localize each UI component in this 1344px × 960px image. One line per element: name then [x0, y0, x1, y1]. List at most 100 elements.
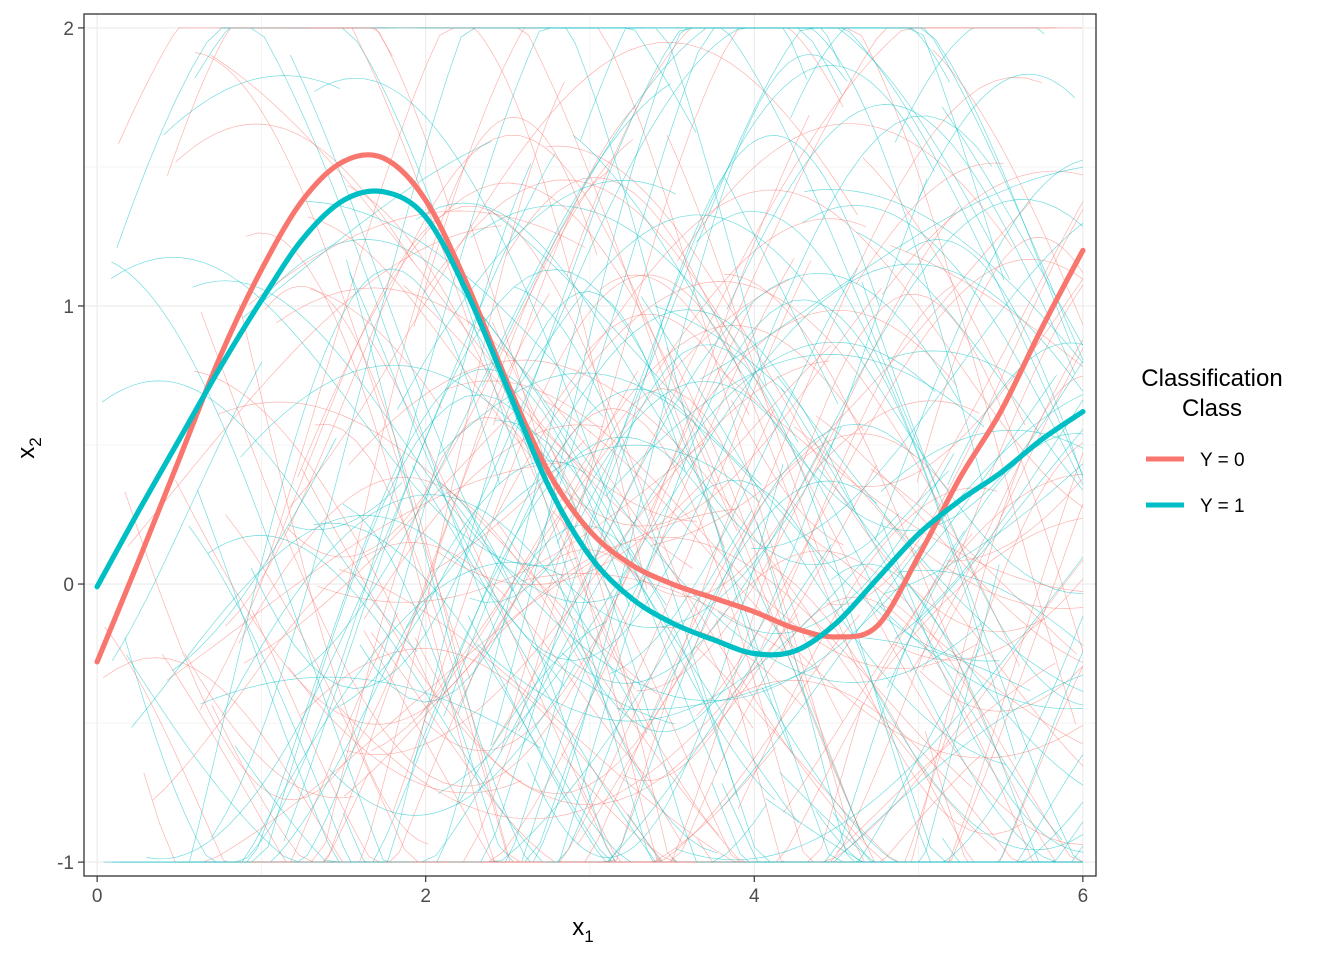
individual-curve [886, 350, 1018, 379]
individual-curve [804, 189, 1084, 363]
individual-curve [654, 305, 786, 393]
individual-curve [941, 106, 1084, 346]
individual-curve [166, 462, 566, 681]
individual-curve [583, 313, 750, 415]
individual-curve [820, 674, 1084, 863]
individual-curve [300, 648, 769, 863]
individual-curve [240, 364, 799, 824]
individual-curve [403, 285, 698, 522]
individual-curve [124, 170, 610, 801]
individual-curve [242, 141, 492, 319]
individual-curve [124, 163, 532, 863]
individual-curve [101, 380, 418, 652]
individual-curve [909, 339, 1084, 673]
individual-curve [420, 279, 790, 716]
individual-curve [347, 185, 720, 836]
individual-curve [802, 205, 1084, 486]
individual-curve [192, 368, 630, 863]
individual-curve [444, 380, 978, 670]
individual-curve [666, 134, 827, 572]
individual-curve [916, 237, 1084, 483]
individual-curve [307, 216, 882, 527]
individual-curve [922, 348, 1084, 671]
individual-curve [202, 508, 738, 863]
individual-curve [221, 494, 648, 734]
individual-curve [175, 123, 413, 262]
individual-curve [618, 260, 812, 712]
individual-curve [264, 285, 538, 863]
individual-curve [572, 134, 1084, 531]
individual-curve [527, 463, 784, 858]
mean-curve-class1 [94, 188, 1086, 658]
individual-curve [131, 515, 566, 728]
individual-curve [174, 370, 639, 725]
individual-curve [877, 517, 1083, 680]
individual-curve [194, 370, 439, 703]
individual-curve [916, 201, 1084, 503]
individual-curve [547, 299, 1017, 863]
individual-curve [301, 464, 877, 806]
individual-curve [449, 344, 1071, 863]
individual-curve [726, 104, 1076, 374]
y-axis-ticks: -1 0 1 2 [57, 19, 84, 874]
individual-curve [207, 535, 591, 863]
individual-curve [546, 145, 1045, 633]
individual-curve [171, 437, 337, 672]
individual-curve [637, 293, 1084, 863]
individual-curve [905, 239, 1084, 478]
individual-curve [504, 135, 880, 863]
individual-curve [430, 439, 585, 573]
individual-curve [751, 223, 1084, 549]
individual-curve [724, 177, 839, 405]
individual-curve [445, 374, 1057, 702]
individual-curve [423, 302, 753, 752]
individual-curve [200, 676, 542, 749]
individual-curve [696, 210, 1084, 863]
individual-curve [815, 415, 1084, 663]
individual-curve [876, 602, 1083, 710]
individual-curve [616, 665, 819, 710]
individual-curve [884, 463, 1084, 595]
individual-curve [817, 467, 1084, 786]
y-tick-label: 0 [63, 575, 74, 596]
individual-curve [856, 231, 1084, 491]
individual-curve [599, 274, 707, 332]
individual-curve [494, 420, 776, 800]
individual-curve [290, 55, 514, 592]
individual-curve [184, 653, 354, 799]
individual-curve [723, 273, 1083, 863]
individual-curve [814, 400, 980, 472]
individual-curve [836, 662, 1056, 853]
individual-curve [163, 75, 341, 136]
individual-curve [270, 460, 585, 863]
legend-label-class0: Y = 0 [1200, 450, 1245, 471]
individual-curve [195, 52, 472, 682]
individual-curve [946, 478, 1084, 562]
panel-border [83, 13, 1097, 877]
individual-curve [675, 557, 1084, 861]
individual-curve [346, 117, 598, 591]
x-axis-ticks: 0 2 4 6 [92, 876, 1088, 907]
individual-curve [491, 322, 829, 597]
individual-curve [781, 388, 1063, 841]
individual-curve [826, 209, 1084, 606]
individual-curve [307, 27, 470, 326]
individual-curve [371, 325, 864, 752]
individual-curve [345, 360, 830, 755]
individual-curve [651, 480, 877, 719]
individual-curve [526, 189, 1084, 508]
individual-curve [775, 27, 985, 489]
legend: Classification Class Y = 0 Y = 1 [1141, 365, 1282, 517]
individual-curve [947, 342, 1083, 485]
individual-curve [239, 304, 429, 845]
individual-curve [423, 179, 1083, 845]
individual-curve [577, 550, 1084, 863]
individual-curve [328, 664, 576, 816]
x-tick-label: 0 [92, 886, 103, 907]
individual-curve [543, 399, 1084, 759]
individual-curve [288, 482, 403, 531]
individual-curve [415, 202, 900, 566]
individual-curve [870, 468, 1077, 655]
individual-curve [580, 27, 841, 141]
